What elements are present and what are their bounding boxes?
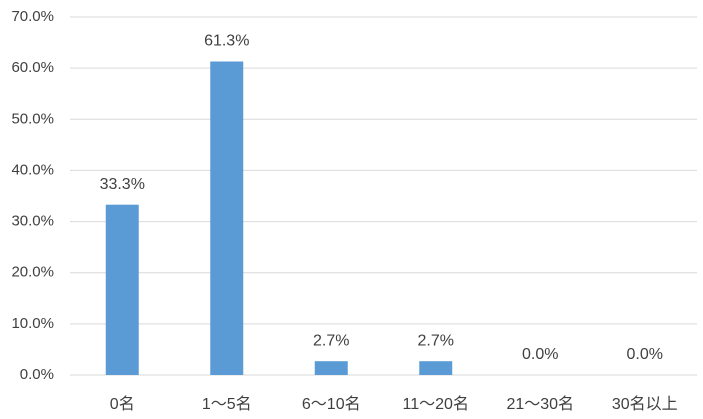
y-tick-label: 50.0% bbox=[11, 110, 54, 127]
data-label: 2.7% bbox=[418, 332, 454, 349]
x-tick-label: 11～20名 bbox=[403, 395, 469, 413]
x-tick-label: 21～30名 bbox=[506, 395, 574, 413]
y-tick-label: 70.0% bbox=[11, 8, 54, 25]
y-tick-label: 0.0% bbox=[20, 366, 54, 383]
x-tick-label: 1～5名 bbox=[202, 395, 252, 413]
y-tick-label: 20.0% bbox=[11, 264, 54, 281]
y-tick-label: 30.0% bbox=[11, 213, 54, 230]
data-label: 0.0% bbox=[627, 346, 663, 363]
data-label: 2.7% bbox=[313, 332, 349, 349]
x-tick-label: 0名 bbox=[110, 395, 135, 413]
data-label: 61.3% bbox=[204, 33, 249, 50]
bar bbox=[419, 361, 453, 375]
bar bbox=[314, 361, 348, 375]
y-tick-label: 40.0% bbox=[11, 161, 54, 178]
x-tick-label: 30名以上 bbox=[612, 395, 678, 413]
bar bbox=[105, 204, 139, 375]
x-tick-label: 6～10名 bbox=[302, 395, 361, 413]
data-label: 33.3% bbox=[100, 176, 145, 193]
y-tick-label: 60.0% bbox=[11, 59, 54, 76]
bar bbox=[210, 61, 244, 375]
y-tick-label: 10.0% bbox=[11, 315, 54, 332]
data-label: 0.0% bbox=[522, 346, 558, 363]
